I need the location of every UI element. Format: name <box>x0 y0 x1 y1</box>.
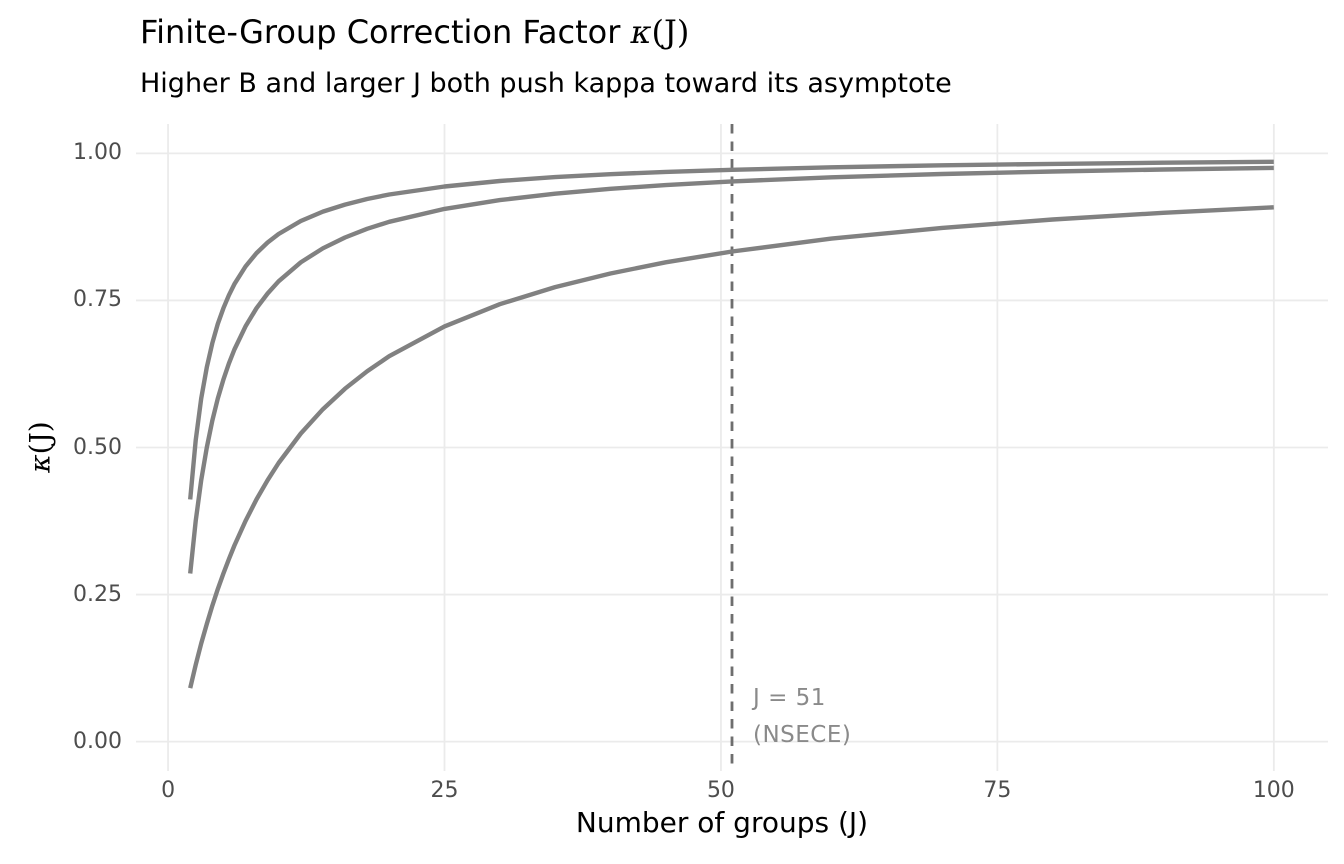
chart-title-text: Finite-Group Correction Factor <box>140 13 631 51</box>
chart-subtitle: Higher B and larger J both push kappa to… <box>140 68 952 99</box>
x-tick-label-4: 100 <box>1252 778 1295 803</box>
vline-annotation-line1: J = 51 <box>753 685 826 711</box>
kappa-curve-middle <box>188 165 1274 574</box>
x-tick-label-0: 0 <box>161 778 176 803</box>
x-tick-label-1: 25 <box>430 778 459 803</box>
kappa-curve-bottom <box>188 205 1274 689</box>
kappa-curve-top <box>188 159 1274 500</box>
chart-title-math-suffix: (J) <box>651 13 690 51</box>
y-tick-label-3: 0.25 <box>73 581 122 607</box>
vline-annotation-line2: (NSECE) <box>753 722 852 748</box>
kappa-symbol: κ <box>630 13 652 51</box>
vline-annotation: J = 51 (NSECE) <box>753 680 851 754</box>
y-tick-label-0: 1.00 <box>73 140 122 166</box>
x-axis-title: Number of groups (J) <box>575 806 869 839</box>
x-tick-label-3: 75 <box>983 778 1012 803</box>
chart-title: Finite-Group Correction Factor κ(J) <box>140 13 689 51</box>
y-tick-label-1: 0.75 <box>73 287 122 313</box>
x-tick-label-2: 50 <box>706 778 735 803</box>
y-tick-label-2: 0.50 <box>73 434 122 460</box>
y-tick-label-4: 0.00 <box>73 728 122 754</box>
